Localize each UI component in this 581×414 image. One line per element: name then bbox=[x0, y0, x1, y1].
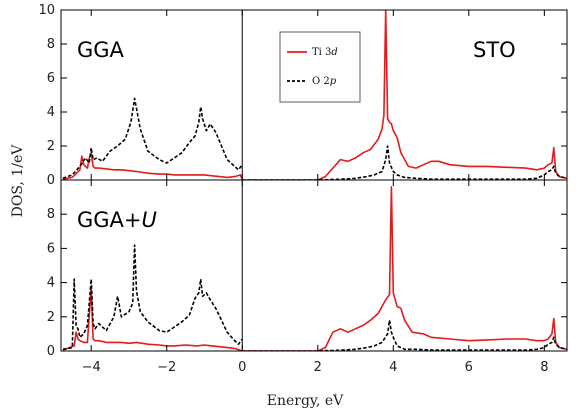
y-tick-label-gga_u: 6 bbox=[47, 241, 55, 256]
legend-box bbox=[279, 31, 361, 103]
legend-label-ti3d-text: Ti 3 bbox=[312, 47, 331, 58]
y-tick-label-gga_u: 0 bbox=[47, 344, 55, 359]
panel-frame-gga_u bbox=[60, 179, 568, 352]
panels: 0 2 4 6 8 10 GGA STO 0 2 4 6 8 GGA+U −4 −2 0 2 4 6 8 bbox=[38, 3, 568, 375]
legend-label-ti3d-italic: d bbox=[331, 47, 337, 58]
y-tick-label-gga: 0 bbox=[47, 173, 55, 188]
y-tick-label-gga_u: 8 bbox=[47, 207, 55, 222]
panel-label-italic-gga_u: U bbox=[142, 208, 157, 232]
x-tick-labels: −4 −2 0 2 4 6 8 bbox=[82, 360, 549, 375]
panel-gga_u: 0 2 4 6 8 GGA+U bbox=[47, 179, 568, 359]
panel-label-gga: GGA bbox=[77, 38, 125, 62]
legend: Ti 3d O 2p bbox=[279, 31, 361, 103]
x-axis-title: Energy, eV bbox=[267, 393, 344, 409]
y-tick-label-gga: 10 bbox=[38, 3, 55, 18]
y-axis-title: DOS, 1/eV bbox=[10, 144, 26, 218]
y-tick-label-gga: 2 bbox=[47, 139, 55, 154]
x-tick-label: −2 bbox=[157, 360, 176, 375]
series-o2p-gga-3 bbox=[242, 145, 567, 180]
legend-label-o2p-italic: p bbox=[330, 76, 337, 87]
y-tick-label-gga: 6 bbox=[47, 71, 55, 86]
x-tick-label: 2 bbox=[314, 360, 322, 375]
series-ti3d-gga_u-1 bbox=[242, 186, 567, 351]
y-tick-label-gga_u: 2 bbox=[47, 310, 55, 325]
panel-label-gga_u: GGA+U bbox=[77, 208, 157, 232]
material-label-gga: STO bbox=[473, 38, 516, 62]
legend-label-o2p-text: O 2 bbox=[312, 76, 330, 87]
x-tick-label: 4 bbox=[389, 360, 397, 375]
x-tick-label: 8 bbox=[540, 360, 548, 375]
series-o2p-gga-2 bbox=[62, 97, 243, 180]
y-tick-label-gga_u: 4 bbox=[47, 276, 55, 291]
series-o2p-gga_u-2 bbox=[62, 244, 243, 351]
x-tick-label: 0 bbox=[238, 360, 246, 375]
panel-gga: 0 2 4 6 8 10 GGA STO bbox=[38, 3, 568, 188]
legend-label-o2p: O 2p bbox=[312, 76, 337, 87]
legend-label-ti3d: Ti 3d bbox=[312, 47, 338, 58]
series-ti3d-gga_u-0 bbox=[62, 286, 243, 351]
x-tick-label: −4 bbox=[82, 360, 101, 375]
series-o2p-gga_u-3 bbox=[242, 319, 567, 351]
y-tick-label-gga: 4 bbox=[47, 105, 55, 120]
y-tick-label-gga: 8 bbox=[47, 37, 55, 52]
series-ti3d-gga-1 bbox=[242, 10, 567, 180]
series-ti3d-gga-0 bbox=[62, 152, 244, 180]
x-tick-label: 6 bbox=[465, 360, 473, 375]
panel-label-text-gga_u: GGA+ bbox=[77, 208, 142, 232]
panel-label-text-gga: GGA bbox=[77, 38, 125, 62]
